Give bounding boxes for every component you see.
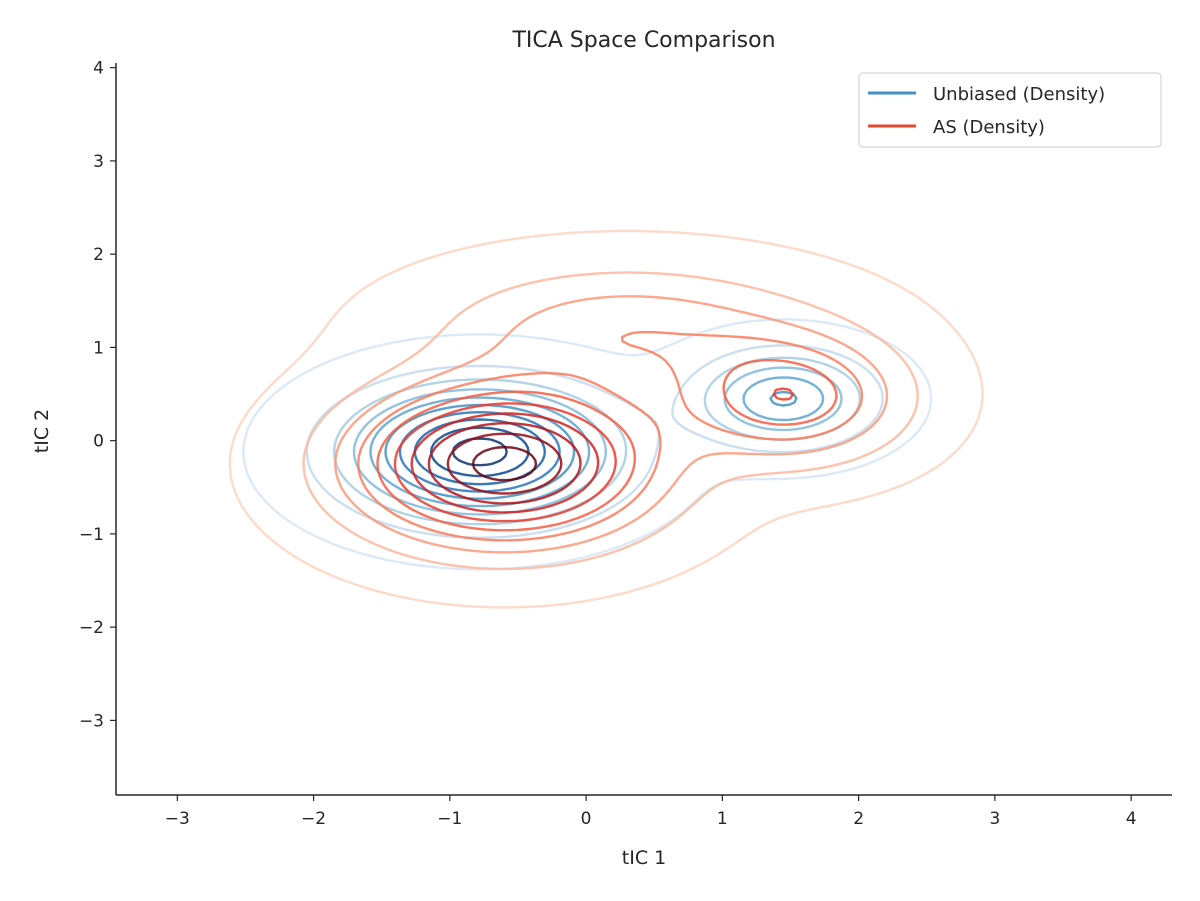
contour-layer xyxy=(228,229,984,609)
contour-series-0 xyxy=(242,318,933,571)
chart-title: TICA Space Comparison xyxy=(511,28,775,53)
legend-label-unbiased: Unbiased (Density) xyxy=(933,84,1105,105)
x-tick-label: 1 xyxy=(717,809,728,829)
x-tick-label: 4 xyxy=(1126,809,1137,829)
contour-level-line xyxy=(357,330,864,542)
x-tick-label: 2 xyxy=(853,809,864,829)
x-axis-label: tIC 1 xyxy=(622,847,666,869)
contour-series-1 xyxy=(228,229,984,609)
y-tick-label: 3 xyxy=(93,152,104,172)
legend-frame xyxy=(858,72,1162,148)
axes: −3 −2 −1 0 1 2 3 4 −3 −2 −1 0 1 2 3 4 xyxy=(79,59,1172,829)
y-tick-label: 2 xyxy=(93,245,104,265)
y-tick-label: 4 xyxy=(93,59,104,79)
contour-level-line xyxy=(376,358,838,532)
x-tick-label: −1 xyxy=(437,809,462,829)
y-tick-label: −1 xyxy=(79,525,104,545)
contour-level-line xyxy=(410,412,600,514)
y-tick-label: −2 xyxy=(79,618,104,638)
y-tick-label: −3 xyxy=(79,711,104,731)
contour-level-line xyxy=(451,437,508,467)
x-tick-label: 0 xyxy=(581,809,592,829)
x-tick-label: −3 xyxy=(165,809,190,829)
contour-level-line xyxy=(471,446,538,482)
y-tick-label: 1 xyxy=(93,338,104,358)
y-tick-label: 0 xyxy=(93,432,104,452)
contour-level-line xyxy=(393,387,795,523)
x-tick-label: −2 xyxy=(301,809,326,829)
contour-level-line xyxy=(333,356,862,526)
contour-level-line xyxy=(228,229,984,609)
contour-level-line xyxy=(352,366,843,516)
x-tick-label: 3 xyxy=(989,809,1000,829)
contour-level-line xyxy=(427,422,582,505)
contour-level-line xyxy=(302,271,919,571)
contour-level-line xyxy=(446,432,563,495)
contour-level-line xyxy=(334,295,889,554)
legend: Unbiased (Density) AS (Density) xyxy=(858,72,1162,148)
legend-label-as: AS (Density) xyxy=(933,117,1045,138)
y-axis-label: tIC 2 xyxy=(31,409,53,453)
contour-level-line xyxy=(369,376,825,508)
